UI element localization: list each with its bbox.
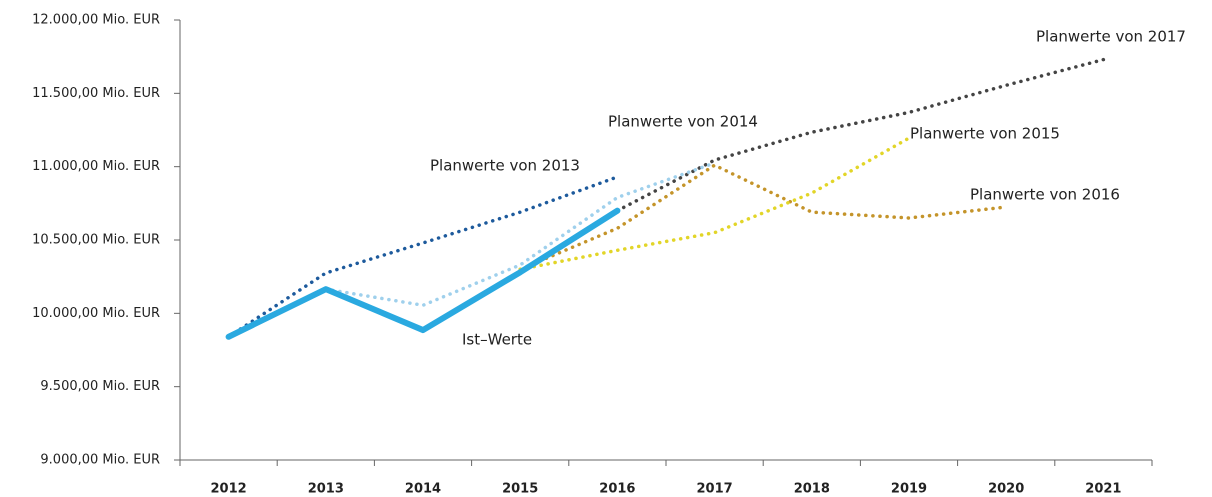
series-label: Planwerte von 2016 [970,186,1120,204]
x-tick-label: 2019 [891,482,927,497]
y-tick-label: 11.500,00 Mio. EUR [32,86,160,101]
series-label: Planwerte von 2017 [1036,28,1186,46]
series-line [225,207,621,340]
y-tick-label: 9.500,00 Mio. EUR [40,379,160,394]
x-tick-label: 2017 [697,482,733,497]
series-line [226,175,620,339]
x-tick-label: 2020 [988,482,1024,497]
x-tick-label: 2021 [1085,482,1121,497]
y-tick-label: 9.000,00 Mio. EUR [40,453,160,468]
x-tick-label: 2018 [794,482,830,497]
y-tick-label: 10.000,00 Mio. EUR [32,306,160,321]
series-label: Ist–Werte [462,331,532,349]
series-line [518,136,911,272]
x-tick-label: 2013 [308,482,344,497]
series-line [324,161,717,308]
y-tick-label: 10.500,00 Mio. EUR [32,233,160,248]
series-label: Planwerte von 2013 [430,157,580,175]
x-tick-label: 2012 [211,482,247,497]
series-label: Planwerte von 2015 [910,125,1060,143]
series-line [518,163,1008,272]
x-tick-label: 2014 [405,482,441,497]
series-label: Planwerte von 2014 [608,113,758,131]
y-tick-label: 12.000,00 Mio. EUR [32,13,160,28]
x-tick-label: 2016 [599,482,635,497]
y-tick-label: 11.000,00 Mio. EUR [32,159,160,174]
x-tick-label: 2015 [502,482,538,497]
series-line [615,57,1106,213]
